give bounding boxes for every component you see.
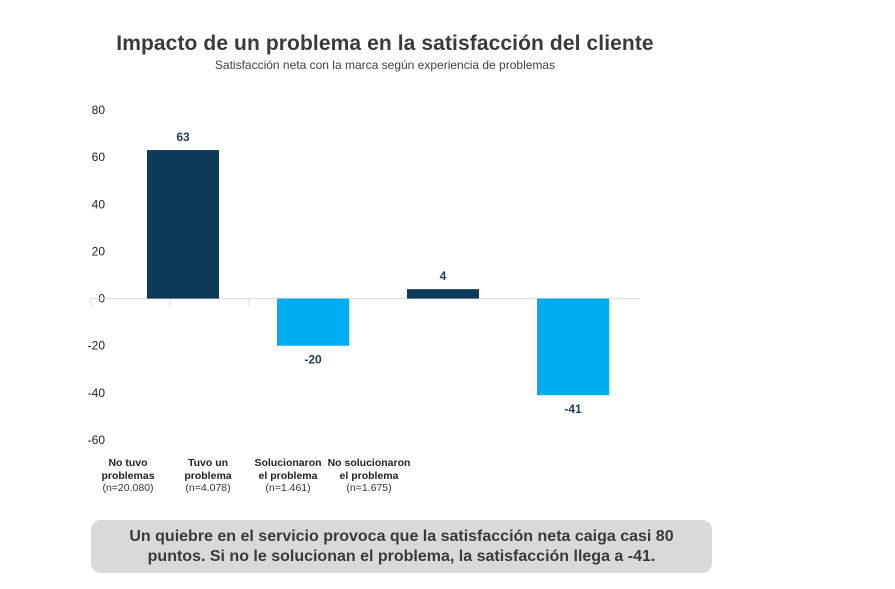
- bar: [407, 289, 479, 299]
- category-name-line: problema: [184, 469, 232, 482]
- y-tick-label: 80: [92, 103, 106, 117]
- callout-line-1: Un quiebre en el servicio provoca que la…: [129, 527, 674, 545]
- category-sample-size: (n=1.675): [346, 482, 392, 494]
- bar: [147, 150, 219, 299]
- data-label: 4: [440, 269, 447, 283]
- category-sample-size: (n=1.461): [265, 482, 311, 494]
- y-tick-label: 60: [92, 150, 106, 164]
- y-tick-label: -40: [88, 386, 106, 400]
- category-name-line: Tuvo un: [187, 457, 229, 469]
- category-label: No tuvo problemas (n=20.080): [81, 457, 175, 495]
- category-sample-size: (n=20.080): [102, 482, 154, 494]
- category-name-line: el problema: [258, 469, 318, 482]
- y-tick-label: 20: [92, 244, 106, 258]
- insight-callout: Un quiebre en el servicio provoca que la…: [91, 520, 712, 573]
- category-name-line: problemas: [101, 469, 155, 482]
- y-tick-label: 40: [92, 197, 106, 211]
- data-label: -20: [304, 353, 322, 367]
- callout-line-2: puntos. Si no le solucionan el problema,…: [147, 547, 656, 565]
- category-name-line: Solucionaron: [254, 457, 322, 469]
- category-name-line: No tuvo: [108, 457, 148, 469]
- bar: [277, 298, 349, 346]
- category-name-line: el problema: [339, 469, 399, 482]
- category-name-line: No solucionaron: [327, 457, 411, 469]
- category-label: Tuvo un problema (n=4.078): [161, 457, 255, 495]
- y-tick-label: -60: [88, 433, 106, 447]
- chart-subtitle: Satisfacción neta con la marca según exp…: [214, 58, 556, 72]
- y-tick-label: -20: [88, 339, 106, 353]
- category-sample-size: (n=4.078): [185, 482, 231, 494]
- category-label: Solucionaron el problema (n=1.461): [241, 457, 335, 495]
- data-label: -41: [564, 402, 582, 416]
- chart-title: Impacto de un problema en la satisfacció…: [116, 32, 654, 55]
- bar: [537, 298, 609, 396]
- category-label: No solucionaron el problema (n=1.675): [322, 457, 416, 495]
- data-label: 63: [176, 130, 190, 144]
